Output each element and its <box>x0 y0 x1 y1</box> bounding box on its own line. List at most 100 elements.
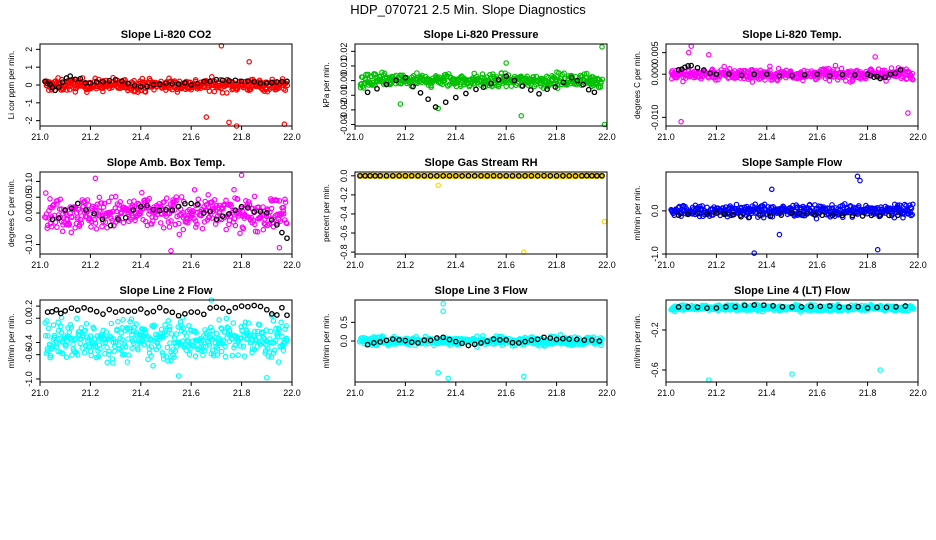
data-point <box>749 79 756 85</box>
series-point <box>723 304 729 310</box>
series-point <box>893 303 899 310</box>
primary-points <box>668 301 917 383</box>
data-point <box>129 345 135 352</box>
series-point <box>74 307 81 314</box>
series-point <box>67 73 74 79</box>
series-point <box>721 211 728 218</box>
series-point <box>200 78 207 85</box>
data-point <box>144 340 151 347</box>
series-point <box>490 172 497 179</box>
data-point <box>503 83 510 90</box>
data-point <box>81 198 88 205</box>
data-point <box>151 322 158 329</box>
data-point <box>48 223 55 230</box>
series-point <box>849 212 856 219</box>
x-tick-label: 21.6 <box>808 260 826 270</box>
y-tick-label: -0.2 <box>650 322 660 338</box>
data-point <box>760 214 767 221</box>
series-point <box>528 337 535 343</box>
data-point <box>99 213 106 219</box>
data-point <box>120 316 127 323</box>
series-point <box>544 86 550 93</box>
data-point <box>909 304 916 311</box>
secondary-points <box>675 62 904 82</box>
data-point <box>75 216 81 222</box>
series-point <box>402 172 409 179</box>
data-point <box>829 202 835 208</box>
series-point <box>357 172 363 179</box>
data-point <box>235 352 241 358</box>
secondary-points <box>675 210 901 221</box>
panel-title: Slope Li-820 CO2 <box>121 29 211 41</box>
x-tick-label: 21.8 <box>548 132 566 142</box>
data-point <box>47 196 53 202</box>
data-point <box>159 349 166 356</box>
series-point <box>798 304 805 310</box>
y-tick-label: 0 <box>24 82 34 87</box>
data-point <box>163 195 170 202</box>
outlier-point <box>874 246 881 253</box>
data-point <box>524 73 530 80</box>
x-tick-label: 21.6 <box>497 132 515 142</box>
y-tick-label: 0.0 <box>650 205 660 218</box>
series-point <box>182 80 188 86</box>
series-point <box>836 304 843 310</box>
data-point <box>72 336 79 343</box>
series-point <box>767 212 774 219</box>
outlier-point <box>263 374 270 381</box>
series-point <box>144 83 150 90</box>
data-point <box>279 76 286 82</box>
data-point <box>66 220 72 227</box>
x-tick-label: 22.0 <box>909 132 927 142</box>
x-tick-label: 21.6 <box>497 260 515 270</box>
data-point <box>132 217 138 224</box>
series-point <box>115 216 121 223</box>
data-point <box>100 88 106 95</box>
series-point <box>232 207 239 214</box>
y-tick-label: 0.0 <box>339 335 349 348</box>
data-point <box>224 90 230 96</box>
series-point <box>251 208 258 215</box>
plot-frame <box>665 171 919 255</box>
x-tick-label: 21.6 <box>182 260 200 270</box>
series-point <box>713 210 720 216</box>
data-point <box>49 345 55 352</box>
series-point <box>106 77 113 84</box>
x-tick-label: 21.2 <box>82 132 100 142</box>
series-point <box>200 311 207 318</box>
data-point <box>211 197 218 203</box>
data-point <box>212 340 219 346</box>
data-point <box>260 226 267 233</box>
panel-title: Slope Amb. Box Temp. <box>107 157 226 169</box>
outlier-point <box>789 371 795 377</box>
series-point <box>284 235 290 242</box>
data-point <box>268 354 275 360</box>
data-point <box>282 87 289 94</box>
data-point <box>806 201 813 208</box>
y-tick-label: -1 <box>24 99 34 107</box>
series-point <box>91 210 98 217</box>
secondary-points <box>364 334 603 349</box>
y-tick-label: -2 <box>24 117 34 125</box>
series-point <box>144 202 150 209</box>
x-tick-label: 21.0 <box>31 132 49 142</box>
data-point <box>245 320 252 326</box>
data-point <box>66 329 73 336</box>
data-point <box>87 333 94 339</box>
x-tick-label: 21.6 <box>182 132 200 142</box>
series-point <box>106 306 113 313</box>
panel-title: Slope Gas Stream RH <box>424 157 537 169</box>
series-point <box>396 172 402 179</box>
data-point <box>260 204 266 210</box>
data-point <box>161 199 167 205</box>
data-point <box>283 335 290 342</box>
series-point <box>219 305 226 311</box>
data-point <box>50 201 57 208</box>
data-point <box>66 335 73 342</box>
x-tick-label: 22.0 <box>909 260 927 270</box>
data-point <box>157 220 164 226</box>
x-tick-label: 21.6 <box>497 388 515 398</box>
series-point <box>868 212 875 219</box>
panel-5: Slope Gas Stream RH 21.0 21.2 21.4 21.6 21.8 2… <box>322 157 616 270</box>
series-point <box>688 62 695 69</box>
